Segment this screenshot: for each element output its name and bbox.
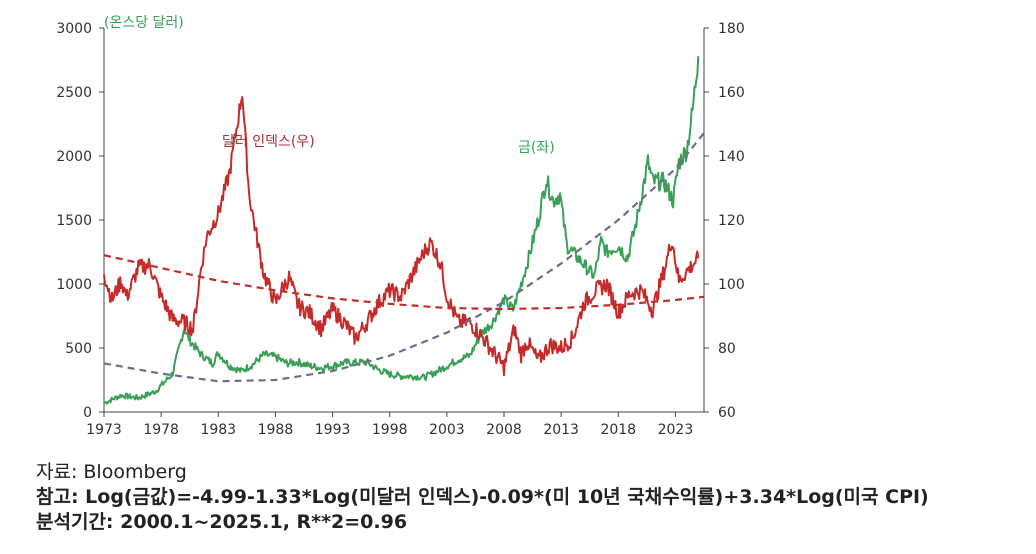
dollar-index-line: [103, 96, 700, 377]
x-tick-label: 2008: [486, 422, 522, 438]
x-tick-label: 2018: [600, 422, 636, 438]
formula-note: 참고: Log(금값)=-4.99-1.33*Log(미달러 인덱스)-0.09…: [36, 486, 929, 508]
left-axis-unit-label: (온스당 달러): [104, 15, 184, 31]
left-tick-label: 2500: [56, 85, 92, 101]
x-tick-label: 2013: [543, 422, 579, 438]
right-tick-label: 140: [718, 149, 745, 165]
right-tick-label: 80: [718, 341, 736, 357]
gold-trend-line: [103, 132, 705, 383]
right-tick-label: 120: [718, 213, 745, 229]
x-tick-label: 1978: [143, 422, 179, 438]
x-tick-label: 1988: [258, 422, 294, 438]
x-tick-label: 2023: [658, 422, 694, 438]
x-tick-label: 1983: [200, 422, 236, 438]
right-tick-label: 100: [718, 277, 745, 293]
left-tick-label: 1000: [56, 277, 92, 293]
x-tick-label: 2003: [429, 422, 465, 438]
left-tick-label: 500: [65, 341, 92, 357]
x-tick-label: 1973: [86, 422, 122, 438]
gold-label: 금(좌): [518, 140, 555, 156]
left-tick-label: 3000: [56, 21, 92, 37]
chart-notes: 자료: Bloomberg 참고: Log(금값)=-4.99-1.33*Log…: [36, 460, 929, 535]
gold-dollar-chart: 0 500 1000 1500 2000 2500 3000 60 80 100 120 140 160…: [56, 15, 744, 438]
x-tick-label: 1993: [315, 422, 351, 438]
chart-axes: 0 500 1000 1500 2000 2500 3000 60 80 100 120 140 160…: [56, 21, 744, 438]
left-tick-label: 1500: [56, 213, 92, 229]
left-tick-label: 0: [83, 405, 92, 421]
chart-series: [103, 56, 705, 405]
dollar-index-label: 달러 인덱스(우): [222, 134, 315, 150]
right-tick-label: 160: [718, 85, 745, 101]
x-tick-label: 1998: [372, 422, 408, 438]
right-tick-label: 60: [718, 405, 736, 421]
gold-price-line: [103, 56, 700, 405]
source-note: 자료: Bloomberg: [36, 461, 187, 483]
dollar-trend-line: [103, 254, 705, 311]
left-tick-label: 2000: [56, 149, 92, 165]
period-note: 분석기간: 2000.1~2025.1, R**2=0.96: [36, 511, 408, 533]
right-tick-label: 180: [718, 21, 745, 37]
